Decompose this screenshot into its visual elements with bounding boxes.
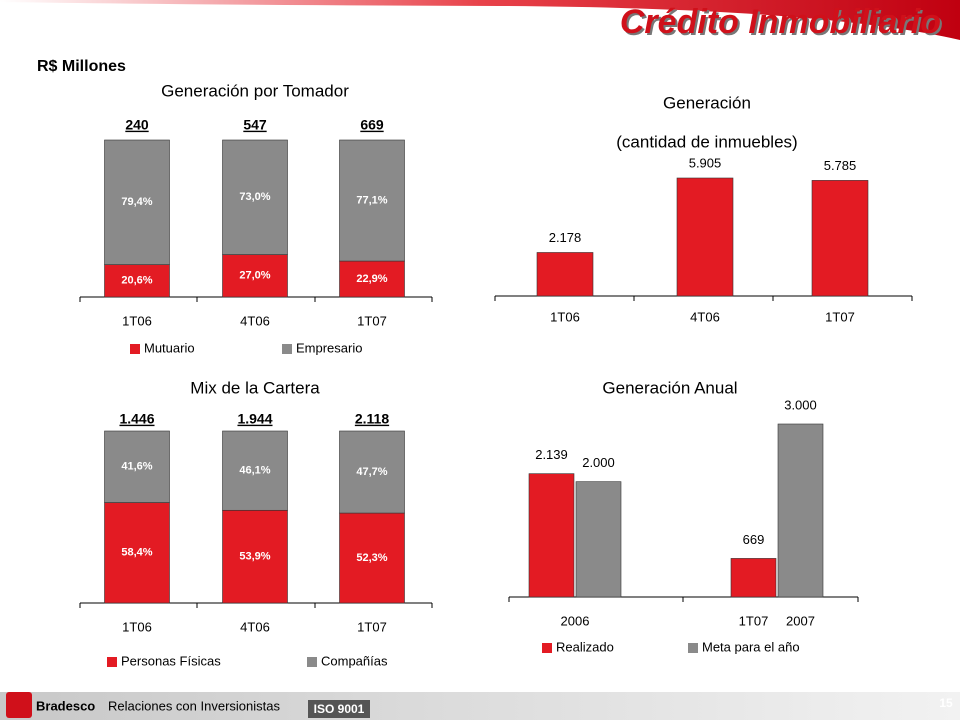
legend-label: Meta para el año (702, 639, 800, 654)
bar (811, 180, 869, 297)
x-tick-label: 1T07 (357, 619, 387, 634)
bar-segment (339, 139, 405, 262)
total-label: 1.446 (119, 411, 154, 427)
bar-segment (104, 430, 170, 503)
bar-segment (339, 430, 405, 514)
value-label: 669 (743, 532, 765, 547)
total-label: 547 (243, 117, 267, 133)
legend-swatch (688, 643, 698, 653)
bar (730, 558, 777, 598)
chart-title: Generación (663, 93, 751, 112)
x-tick-label: 1T06 (122, 313, 152, 328)
slide-title: Crédito Inmobiliario (620, 3, 941, 41)
segment-label: 46,1% (239, 465, 270, 477)
x-tick-label: 4T06 (240, 313, 270, 328)
bar (536, 252, 594, 297)
legend-swatch (130, 344, 140, 354)
footer-brand: Bradesco (36, 698, 95, 713)
footer-bar (0, 692, 960, 720)
legend-swatch (107, 657, 117, 667)
segment-label: 27,0% (239, 270, 270, 282)
header-band (0, 0, 960, 40)
segment-label: 79,4% (121, 196, 152, 208)
page-number: 15 (939, 696, 953, 710)
footer-badge: ISO 9001 (314, 702, 365, 716)
x-tick-label: 1T06 (550, 309, 580, 324)
logo (6, 692, 32, 718)
legend-label: Compañías (321, 653, 388, 668)
legend-label: Empresario (296, 340, 362, 355)
legend-swatch (542, 643, 552, 653)
bar (575, 481, 622, 598)
legend-swatch (307, 657, 317, 667)
segment-label: 73,0% (239, 191, 270, 203)
value-label: 2.139 (535, 447, 568, 462)
x-tick-label: 2006 (561, 613, 590, 628)
footer-text: Relaciones con Inversionistas (108, 698, 280, 713)
segment-label: 20,6% (121, 275, 152, 287)
chart-title: Generación por Tomador (161, 81, 349, 100)
segment-label: 52,3% (356, 552, 387, 564)
total-label: 2.118 (355, 411, 389, 427)
bar (777, 423, 824, 598)
bar-segment (104, 264, 170, 298)
total-label: 240 (125, 117, 149, 133)
title-shadow: Crédito Inmobiliario (622, 5, 943, 43)
chart-title: Generación Anual (602, 378, 737, 397)
x-tick-label: 1T07 (357, 313, 387, 328)
segment-label: 47,7% (356, 466, 387, 478)
unit-label: R$ Millones (37, 58, 126, 75)
segment-label: 53,9% (239, 551, 270, 563)
segment-label: 22,9% (356, 273, 387, 285)
x-tick-label: 1T06 (122, 619, 152, 634)
bar-segment (339, 260, 405, 298)
legend-swatch (282, 344, 292, 354)
bar-segment (222, 254, 288, 298)
bar (676, 177, 734, 297)
x-tick-label: 1T07 (825, 309, 855, 324)
badge-bg (308, 700, 370, 718)
value-label: 3.000 (784, 397, 817, 412)
bar-segment (222, 509, 288, 604)
value-label: 2.000 (582, 455, 615, 470)
bar-segment (222, 139, 288, 255)
segment-label: 58,4% (121, 547, 152, 559)
segment-label: 41,6% (121, 461, 152, 473)
value-label: 5.905 (689, 155, 722, 170)
legend-label: Realizado (556, 639, 614, 654)
x-tick-label: 1T07 (739, 613, 769, 628)
value-label: 2.178 (549, 230, 582, 245)
legend-label: Mutuario (144, 340, 195, 355)
bar-segment (104, 502, 170, 604)
x-tick-label: 2007 (786, 613, 815, 628)
chart-subtitle: (cantidad de inmuebles) (616, 132, 797, 151)
chart-title: Mix de la Cartera (190, 378, 320, 397)
total-label: 669 (360, 117, 384, 133)
bar (528, 473, 575, 598)
segment-label: 77,1% (356, 194, 387, 206)
bar-segment (222, 430, 288, 511)
legend-label: Personas Físicas (121, 653, 221, 668)
total-label: 1.944 (237, 411, 272, 427)
x-tick-label: 4T06 (690, 309, 720, 324)
x-tick-label: 4T06 (240, 619, 270, 634)
bar-segment (104, 139, 170, 265)
value-label: 5.785 (824, 158, 857, 173)
